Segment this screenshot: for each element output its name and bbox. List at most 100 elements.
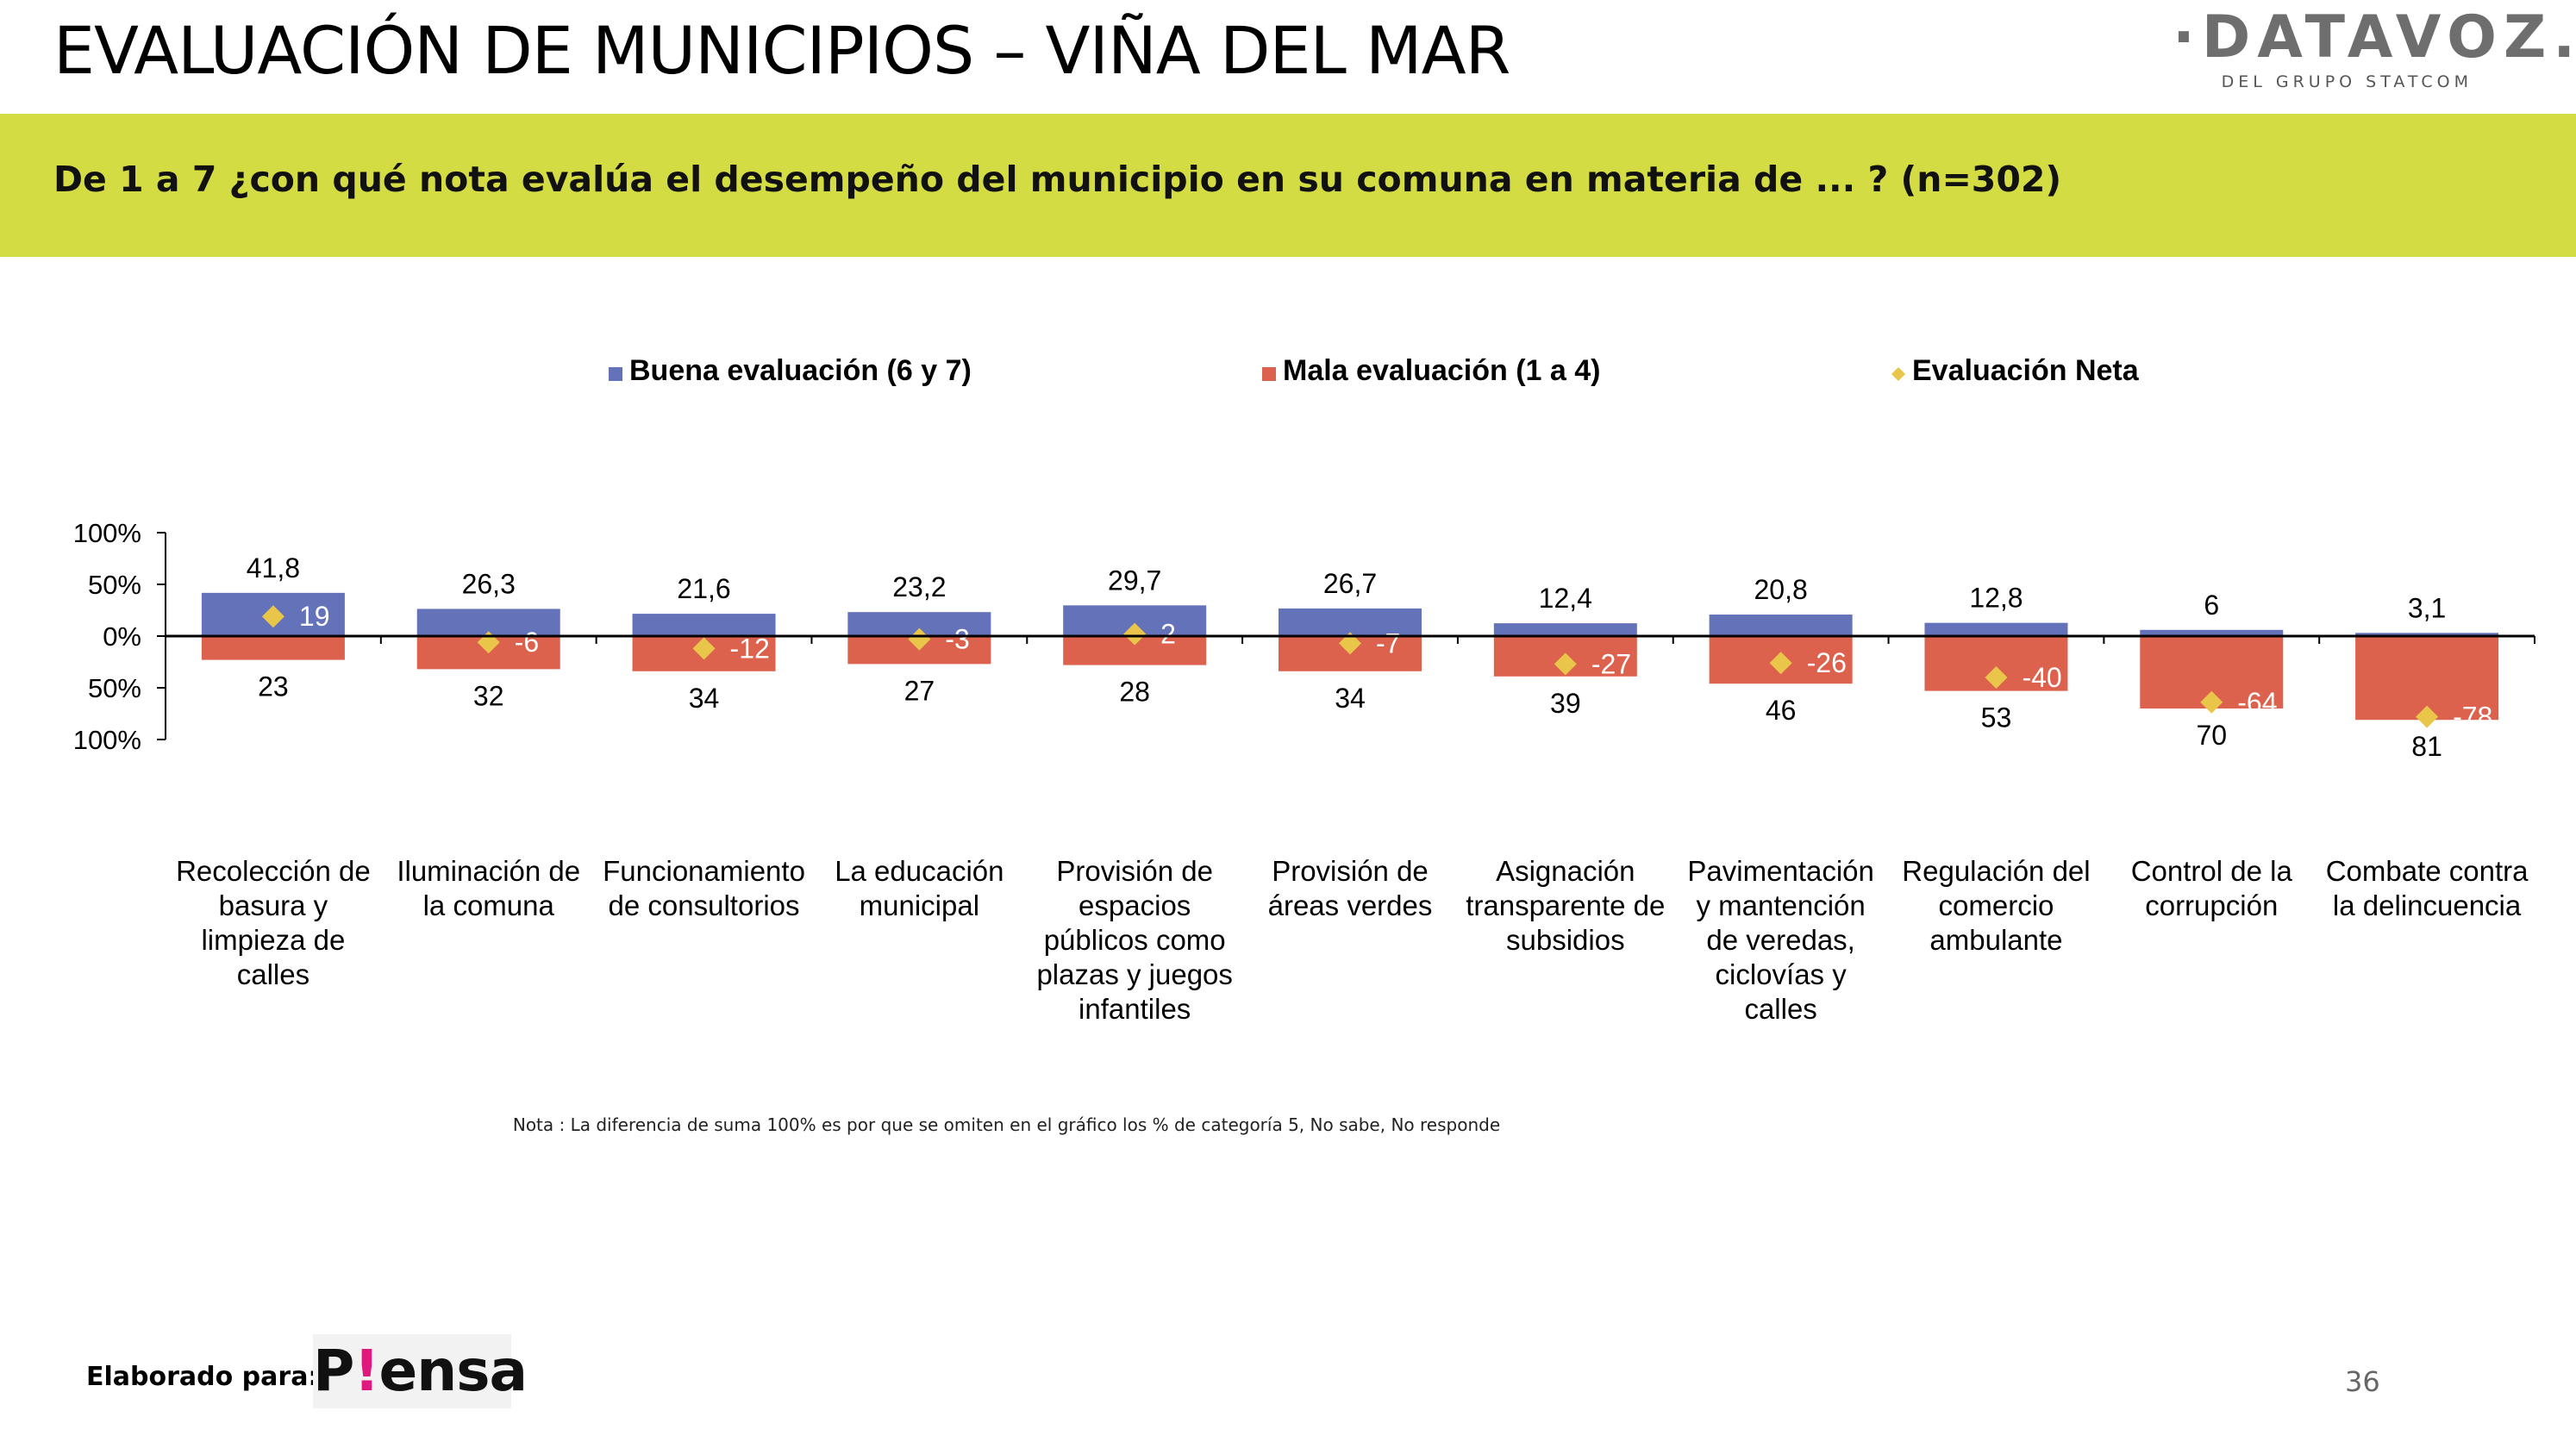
x-category-label-line: comercio xyxy=(1939,889,2054,921)
page-number: 36 xyxy=(2345,1365,2380,1398)
question-banner: De 1 a 7 ¿con qué nota evalúa el desempe… xyxy=(0,114,2576,257)
x-category-label-line: calles xyxy=(237,958,309,990)
x-category-label-line: de veredas, xyxy=(1706,924,1854,956)
x-category-label-line: áreas verdes xyxy=(1268,889,1433,921)
x-category-label-line: la comuna xyxy=(423,889,555,921)
legend-label-good: Buena evaluación (6 y 7) xyxy=(629,354,972,387)
data-label-good: 26,3 xyxy=(462,568,516,599)
x-category-label: Combate contra la delincuencia xyxy=(2326,855,2529,921)
data-label-good: 3,1 xyxy=(2408,592,2446,623)
datavoz-logo: ·DATAVOZ. DEL GRUPO STATCOM xyxy=(2173,3,2576,98)
x-category-label-line: infantiles xyxy=(1079,993,1191,1025)
x-category-label-line: públicos como xyxy=(1044,924,1226,956)
legend-label-bad: Mala evaluación (1 a 4) xyxy=(1283,354,1601,387)
data-label-net: -6 xyxy=(515,627,539,658)
net-evaluation-chart: Buena evaluación (6 y 7) Mala evaluación … xyxy=(73,354,2535,1025)
data-label-good: 21,6 xyxy=(677,573,730,604)
x-category-label-line: corrupción xyxy=(2145,889,2278,921)
y-tick-label: 50% xyxy=(88,570,141,600)
data-label-net: 2 xyxy=(1160,619,1176,650)
net-marker xyxy=(1554,652,1577,676)
x-category-label-line: Provisión de xyxy=(1272,855,1429,887)
y-tick-label: 50% xyxy=(88,673,141,703)
data-label-net: -40 xyxy=(2022,662,2061,693)
footer-label: Elaborado para: xyxy=(86,1362,319,1392)
data-label-bad: 39 xyxy=(1550,688,1581,719)
bar-good xyxy=(1924,622,2068,636)
data-label-net: -12 xyxy=(730,633,770,664)
x-category-label-line: Regulación del xyxy=(1902,855,2090,887)
bar-good xyxy=(632,614,776,636)
legend-swatch-bad xyxy=(1262,367,1276,381)
x-category-label-line: subsidios xyxy=(1506,924,1625,956)
net-marker xyxy=(1985,666,2008,689)
x-category-label-line: ambulante xyxy=(1929,924,2062,956)
x-category-label-line: Pavimentación xyxy=(1687,855,1873,887)
x-category-label-line: la delincuencia xyxy=(2333,889,2522,921)
data-label-net: -64 xyxy=(2237,687,2277,718)
net-marker xyxy=(2416,705,2439,728)
bar-bad xyxy=(201,636,345,660)
data-label-net: -3 xyxy=(945,624,969,655)
x-category-label-line: Funcionamiento xyxy=(603,855,805,887)
logo-letter: P xyxy=(313,1338,354,1404)
x-category-label-line: Recolección de xyxy=(176,855,371,887)
data-label-bad: 34 xyxy=(689,683,720,714)
logo-mark: ! xyxy=(353,1338,379,1404)
x-category-label-line: de consultorios xyxy=(609,889,800,921)
bar-good xyxy=(2140,629,2284,636)
x-category-label: Iluminación de la comuna xyxy=(397,855,580,921)
x-category-label-line: basura y xyxy=(219,889,328,921)
x-category-label-line: calles xyxy=(1744,993,1816,1025)
x-category-label-line: plazas y juegos xyxy=(1036,958,1232,990)
net-marker xyxy=(2200,690,2223,714)
data-label-good: 26,7 xyxy=(1323,568,1377,599)
bar-good xyxy=(2355,633,2499,636)
x-category-label: La educación municipal xyxy=(835,855,1004,921)
net-marker xyxy=(261,605,284,628)
piensa-logo: P!ensa xyxy=(313,1334,528,1408)
x-category-label-line: municipal xyxy=(860,889,979,921)
bar-good xyxy=(1709,615,1853,636)
logo-wordmark: ·DATAVOZ. xyxy=(2173,3,2576,72)
data-label-good: 6 xyxy=(2204,590,2219,621)
y-tick-label: 100% xyxy=(73,725,141,755)
net-marker xyxy=(1339,632,1361,655)
data-label-bad: 70 xyxy=(2196,720,2227,751)
logo-subtitle: DEL GRUPO STATCOM xyxy=(2221,72,2473,91)
data-label-good: 23,2 xyxy=(892,571,946,602)
data-label-bad: 28 xyxy=(1119,677,1150,708)
x-category-label: Provisión de áreas verdes xyxy=(1268,855,1433,921)
data-label-bad: 32 xyxy=(473,680,504,711)
data-label-good: 41,8 xyxy=(247,552,300,584)
x-category-label-line: Iluminación de xyxy=(397,855,580,887)
question-text: De 1 a 7 ¿con qué nota evalúa el desempe… xyxy=(53,159,2062,200)
net-marker xyxy=(908,627,931,651)
net-marker xyxy=(1123,622,1147,646)
data-label-bad: 46 xyxy=(1766,695,1797,726)
x-category-label-line: Asignación xyxy=(1496,855,1635,887)
data-label-good: 20,8 xyxy=(1754,574,1807,605)
page-title: EVALUACIÓN DE MUNICIPIOS – VIÑA DEL MAR xyxy=(53,12,1510,89)
x-category-label-line: La educación xyxy=(835,855,1004,887)
x-category-label: Recolección de basura y limpieza de calles xyxy=(176,855,371,990)
net-marker xyxy=(1769,652,1792,675)
x-category-label-line: Control de la xyxy=(2131,855,2293,887)
x-category-label-line: Provisión de xyxy=(1056,855,1213,887)
x-category-label-line: limpieza de xyxy=(201,924,345,956)
bar-good xyxy=(1279,608,1422,636)
legend-swatch-good xyxy=(609,367,622,381)
x-category-label: Control de la corrupción xyxy=(2131,855,2293,921)
bar-good xyxy=(1493,623,1637,636)
x-category-label: Pavimentación y mantención de veredas, cicl… xyxy=(1687,855,1873,1025)
legend-swatch-net xyxy=(1891,367,1905,381)
x-category-label-line: y mantención xyxy=(1696,889,1865,921)
data-label-bad: 27 xyxy=(904,675,935,706)
legend-label-net: Evaluación Neta xyxy=(1912,354,2140,387)
x-category-label: Regulación del comercio ambulante xyxy=(1902,855,2090,956)
net-marker xyxy=(692,637,716,660)
x-category-label-line: ciclovías y xyxy=(1716,958,1848,990)
x-category-label: Asignación transparente de subsidios xyxy=(1466,855,1665,956)
x-category-label: Provisión de espacios públicos como plazas … xyxy=(1036,855,1232,1025)
data-label-net: -7 xyxy=(1376,627,1400,658)
